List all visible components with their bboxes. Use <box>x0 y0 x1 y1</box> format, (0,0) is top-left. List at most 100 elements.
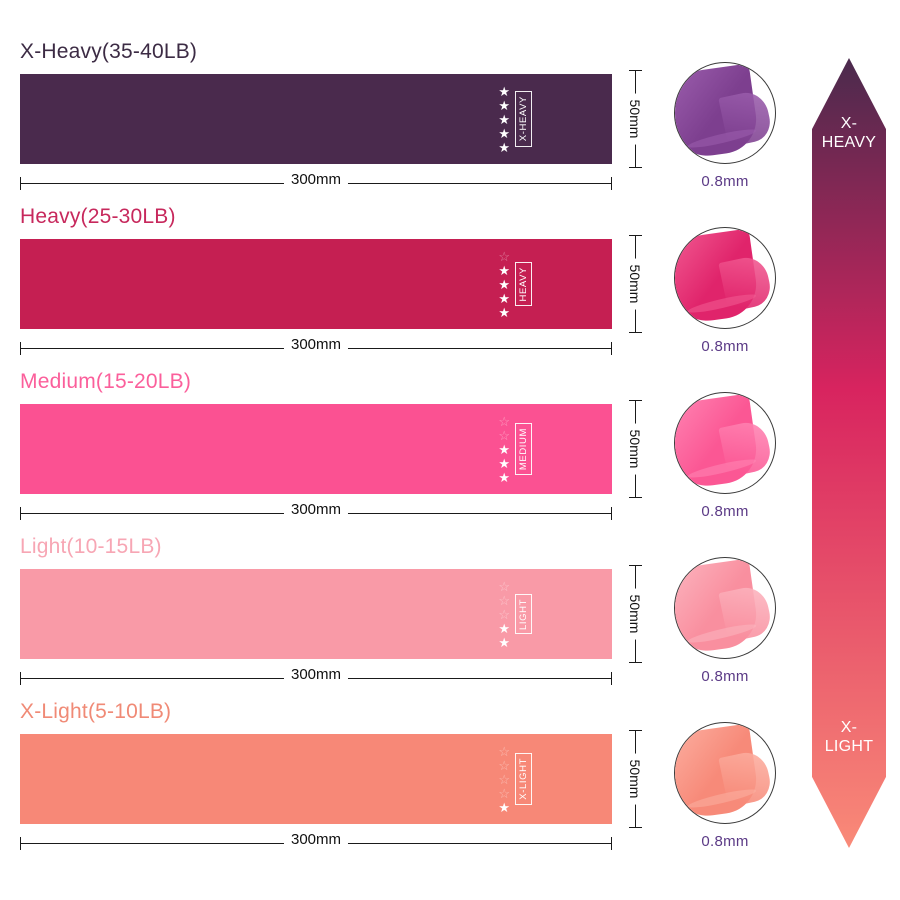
band-tag-label: MEDIUM <box>518 427 529 471</box>
band-strip: ☆ ☆ ★ ★ ★ MEDIUM <box>20 404 612 494</box>
thickness-inset: 0.8mm <box>655 722 795 850</box>
star-filled-icon: ★ <box>498 799 510 815</box>
thickness-inset: 0.8mm <box>655 62 795 190</box>
band-strip: ☆ ☆ ☆ ☆ ★ X-LIGHT <box>20 734 612 824</box>
height-dimension: 50mm <box>622 70 648 168</box>
star-rating: ☆ ☆ ☆ ★ ★ <box>498 580 510 649</box>
star-filled-icon: ★ <box>498 634 510 650</box>
arrow-top-label: X- HEAVY <box>812 114 886 152</box>
thickness-inset: 0.8mm <box>655 557 795 685</box>
band-tag-box: LIGHT <box>515 593 532 635</box>
band-heading: X-Heavy(35-40LB) <box>20 40 198 63</box>
band-tag-box: X-LIGHT <box>515 753 532 805</box>
thickness-label: 0.8mm <box>701 173 749 190</box>
band-strip: ☆ ★ ★ ★ ★ HEAVY <box>20 239 612 329</box>
arrow-shaft <box>812 58 886 848</box>
band-marking: ☆ ☆ ☆ ☆ ★ X-LIGHT <box>498 740 532 818</box>
star-filled-icon: ★ <box>498 97 510 113</box>
thickness-inset: 0.8mm <box>655 227 795 355</box>
star-filled-icon: ★ <box>498 620 510 636</box>
star-filled-icon: ★ <box>498 139 510 155</box>
band-fold-photo <box>674 557 776 659</box>
thickness-inset: 0.8mm <box>655 392 795 520</box>
arrow-bottom-label-line2: LIGHT <box>824 738 874 755</box>
height-dimension-label: 50mm <box>627 258 643 310</box>
width-dimension-label: 300mm <box>283 831 349 848</box>
star-filled-icon: ★ <box>498 83 510 99</box>
star-rating: ★ ★ ★ ★ ★ <box>498 85 510 154</box>
dimension-cap-top <box>629 400 642 401</box>
thickness-label: 0.8mm <box>701 503 749 520</box>
width-dimension-label: 300mm <box>283 171 349 188</box>
dimension-cap-left <box>20 672 21 685</box>
dimension-cap-top <box>629 235 642 236</box>
band-tag-box: HEAVY <box>515 261 532 307</box>
star-filled-icon: ★ <box>498 276 510 292</box>
band-marking: ☆ ☆ ☆ ★ ★ LIGHT <box>498 575 532 653</box>
band-tag-label: HEAVY <box>518 266 529 302</box>
band-strip: ☆ ☆ ☆ ★ ★ LIGHT <box>20 569 612 659</box>
star-empty-icon: ☆ <box>498 785 510 801</box>
resistance-scale-arrow: X- HEAVY X- LIGHT <box>812 58 886 848</box>
dimension-cap-bottom <box>629 497 642 498</box>
star-empty-icon: ☆ <box>498 592 510 608</box>
arrow-top-label-line1: X- <box>840 115 858 132</box>
band-fold-photo <box>674 392 776 494</box>
star-empty-icon: ☆ <box>498 248 510 264</box>
star-empty-icon: ☆ <box>498 427 510 443</box>
dimension-cap-right <box>611 177 612 190</box>
dimension-cap-bottom <box>629 332 642 333</box>
band-row: Light(10-15LB) ☆ ☆ ☆ ★ ★ LIGHT 300mm 50mm <box>0 535 660 700</box>
band-heading: Medium(15-20LB) <box>20 370 192 393</box>
star-filled-icon: ★ <box>498 455 510 471</box>
star-empty-icon: ☆ <box>498 757 510 773</box>
star-rating: ☆ ☆ ☆ ☆ ★ <box>498 745 510 814</box>
height-dimension: 50mm <box>622 235 648 333</box>
band-fold-photo <box>674 227 776 329</box>
dimension-cap-right <box>611 342 612 355</box>
width-dimension: 300mm <box>20 830 612 856</box>
band-tag-label: X-LIGHT <box>518 758 529 800</box>
band-row: Heavy(25-30LB) ☆ ★ ★ ★ ★ HEAVY 300mm 50mm <box>0 205 660 370</box>
band-strip: ★ ★ ★ ★ ★ X-HEAVY <box>20 74 612 164</box>
width-dimension-label: 300mm <box>283 336 349 353</box>
band-tag-box: X-HEAVY <box>515 91 532 147</box>
dimension-cap-left <box>20 177 21 190</box>
dimension-cap-left <box>20 342 21 355</box>
height-dimension: 50mm <box>622 565 648 663</box>
dimension-cap-right <box>611 837 612 850</box>
band-heading: X-Light(5-10LB) <box>20 700 172 723</box>
band-heading: Heavy(25-30LB) <box>20 205 176 228</box>
thickness-label: 0.8mm <box>701 338 749 355</box>
width-dimension: 300mm <box>20 170 612 196</box>
arrow-top-label-line2: HEAVY <box>821 134 877 151</box>
height-dimension: 50mm <box>622 730 648 828</box>
width-dimension: 300mm <box>20 335 612 361</box>
dimension-cap-left <box>20 837 21 850</box>
dimension-cap-bottom <box>629 662 642 663</box>
dimension-cap-bottom <box>629 827 642 828</box>
band-row: Medium(15-20LB) ☆ ☆ ★ ★ ★ MEDIUM 300mm 50mm <box>0 370 660 535</box>
star-filled-icon: ★ <box>498 290 510 306</box>
arrow-bottom-label: X- LIGHT <box>812 718 886 756</box>
arrow-bottom-label-line1: X- <box>840 719 858 736</box>
band-heading: Light(10-15LB) <box>20 535 162 558</box>
band-marking: ☆ ☆ ★ ★ ★ MEDIUM <box>498 410 532 488</box>
thickness-label: 0.8mm <box>701 833 749 850</box>
height-dimension-label: 50mm <box>627 93 643 145</box>
width-dimension-label: 300mm <box>283 666 349 683</box>
star-empty-icon: ☆ <box>498 743 510 759</box>
star-empty-icon: ☆ <box>498 413 510 429</box>
band-fold-photo <box>674 722 776 824</box>
dimension-cap-top <box>629 70 642 71</box>
star-empty-icon: ☆ <box>498 578 510 594</box>
band-row: X-Heavy(35-40LB) ★ ★ ★ ★ ★ X-HEAVY 300mm 50m… <box>0 40 660 205</box>
dimension-cap-top <box>629 565 642 566</box>
star-empty-icon: ☆ <box>498 606 510 622</box>
dimension-cap-left <box>20 507 21 520</box>
band-tag-label: X-HEAVY <box>518 96 529 142</box>
height-dimension-label: 50mm <box>627 753 643 805</box>
band-row: X-Light(5-10LB) ☆ ☆ ☆ ☆ ★ X-LIGHT 300mm 50mm <box>0 700 660 865</box>
star-rating: ☆ ★ ★ ★ ★ <box>498 250 510 319</box>
